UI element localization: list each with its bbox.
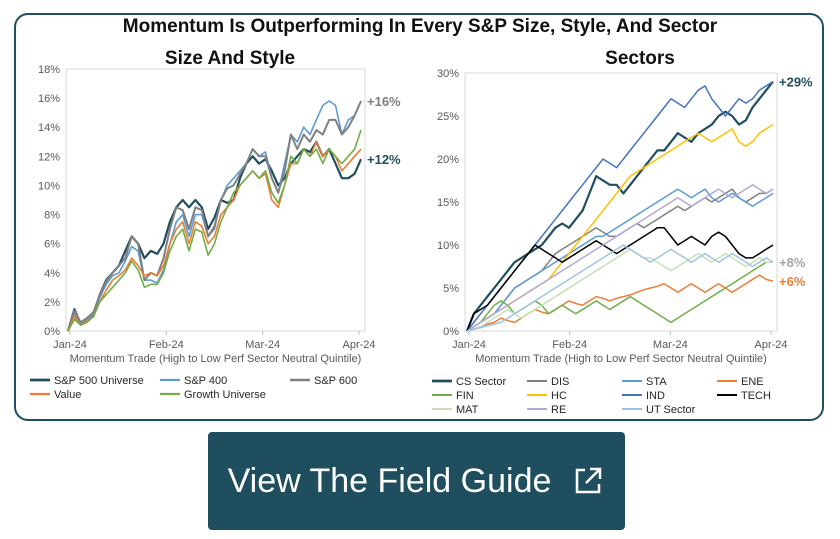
legend-label: CS Sector [456,376,506,388]
y-tick-label: 18% [38,64,60,76]
legend-label: MAT [456,404,479,416]
y-tick-label: 6% [44,239,60,251]
legend-label: HC [551,390,567,402]
x-tick-label: Mar-24 [245,339,280,351]
end-value-annotation: +29% [779,75,813,90]
series-line-tech [466,227,774,332]
series-line-sta [466,188,774,332]
size-style-chart: 0% 2% 4% 6% 8% 10% 12% 14% 16% 18% Jan-24 Feb-24 Mar… [30,64,401,401]
x-tick-label: Feb-24 [552,339,587,351]
x-tick-label: Jan-24 [452,339,486,351]
y-tick-label: 0% [44,326,60,338]
legend-label: STA [646,376,667,388]
view-field-guide-button[interactable]: View The Field Guide [208,432,625,530]
series-line-value [67,141,362,332]
y-tick-label: 10% [38,180,60,192]
legend-label: RE [551,404,566,416]
x-axis-label: Momentum Trade (High to Low Perf Sector … [475,353,767,365]
legend-label: ENE [741,376,764,388]
y-tick-label: 4% [44,268,60,280]
sectors-chart: 0% 5% 10% 15% 20% 25% 30% Jan-24 Feb-24 Mar-24 Apr… [432,68,813,416]
legend-label: IND [646,390,665,402]
series-line-ene [466,274,774,332]
x-tick-label: Apr-24 [754,339,787,351]
y-tick-label: 12% [38,151,60,163]
y-tick-label: 16% [38,93,60,105]
legend-label: Growth Universe [184,389,266,401]
end-value-annotation: +16% [367,94,401,109]
series-line-s-p-400 [67,100,362,332]
cta-label: View The Field Guide [227,461,552,500]
y-tick-label: 30% [437,68,459,80]
panel-title-size-style: Size And Style [164,48,296,69]
series-line-growth-universe [67,129,362,332]
legend-label: Value [54,389,81,401]
legend-label: S&P 400 [184,375,227,387]
y-tick-label: 14% [38,122,60,134]
series-line-re [466,184,774,332]
end-value-annotation: +8% [779,255,806,270]
legend-label: TECH [741,390,771,402]
y-tick-label: 8% [44,210,60,222]
external-link-icon [576,467,602,494]
series-line-ut-sector [466,244,774,332]
legend-label: FIN [456,390,474,402]
plot-area [65,68,366,332]
y-tick-label: 10% [437,240,459,252]
legend-label: S&P 500 Universe [54,375,144,387]
y-tick-label: 25% [437,111,459,123]
y-tick-label: 5% [443,283,459,295]
legend-label: DIS [551,376,569,388]
y-tick-label: 20% [437,154,459,166]
x-tick-label: Feb-24 [149,339,184,351]
x-axis-label: Momentum Trade (High to Low Perf Sector … [70,353,362,365]
legend-label: UT Sector [646,404,696,416]
x-tick-label: Jan-24 [53,339,87,351]
series-line-s-p-600 [67,100,362,332]
main-title: Momentum Is Outperforming In Every S&P S… [122,16,718,37]
legend-label: S&P 600 [314,375,357,387]
panel-title-sectors: Sectors [605,48,675,69]
end-value-annotation: +6% [779,274,806,289]
x-tick-label: Apr-24 [342,339,375,351]
end-value-annotation: +12% [367,152,401,167]
series-line-mat [466,248,773,332]
y-tick-label: 15% [437,197,459,209]
y-tick-label: 2% [44,297,60,309]
y-tick-label: 0% [443,326,459,338]
x-tick-label: Mar-24 [653,339,688,351]
